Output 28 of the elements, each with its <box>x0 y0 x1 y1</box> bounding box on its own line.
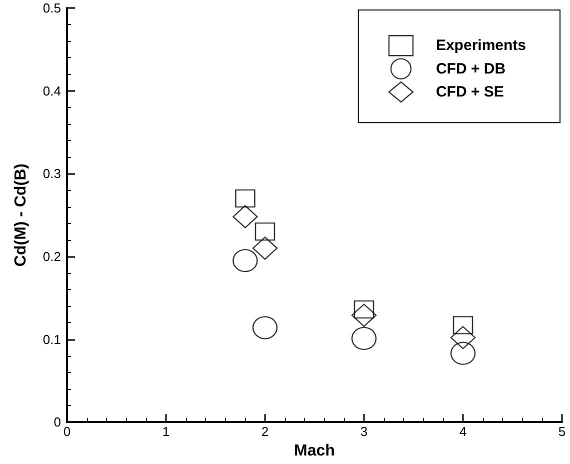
point <box>254 222 276 241</box>
y-tick-label: 0.3 <box>42 166 61 182</box>
point <box>232 205 258 228</box>
y-axis-title: Cd(M) - Cd(B) <box>12 164 30 267</box>
x-tick-label: 4 <box>459 424 467 440</box>
point <box>252 236 278 260</box>
y-tick-label: 0 <box>54 414 61 430</box>
legend-label: Experiments <box>436 37 526 54</box>
y-tick-label: 0.1 <box>42 332 61 347</box>
point <box>351 326 377 350</box>
point <box>232 249 258 272</box>
point <box>452 316 474 334</box>
x-tick-label: 1 <box>162 424 170 440</box>
x-axis-title: Mach <box>294 442 335 460</box>
y-tick-label: 0.2 <box>42 248 61 264</box>
point <box>252 316 278 340</box>
legend-label: CFD + DB <box>436 60 506 78</box>
point <box>450 326 476 350</box>
point <box>450 342 476 365</box>
x-tick-label: 3 <box>360 424 368 440</box>
point <box>235 189 256 208</box>
y-tick-label: 0.5 <box>42 0 61 16</box>
point <box>351 304 377 327</box>
y-tick-label: 0.4 <box>42 83 61 98</box>
legend-label: CFD + SE <box>436 84 504 100</box>
x-tick-label: 2 <box>261 424 269 440</box>
x-tick-label: 5 <box>558 424 566 440</box>
x-tick-label: 0 <box>63 424 71 440</box>
